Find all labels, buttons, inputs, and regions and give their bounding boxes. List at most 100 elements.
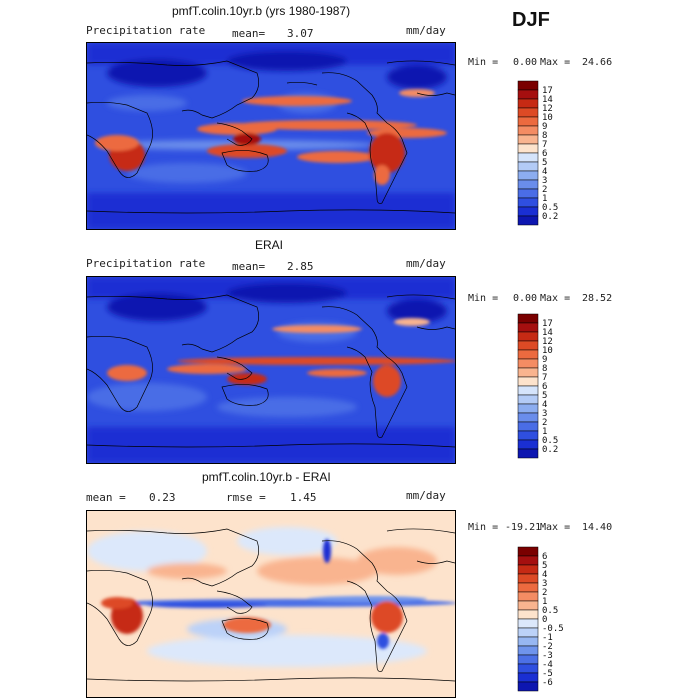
panel-2-mean-value: 2.85 [287,260,314,273]
colorbar-tick-label: 5 [542,561,547,571]
colorbar-swatch [517,412,539,423]
panel-3-max-label: Max = [540,522,571,533]
colorbar-swatch [517,654,539,665]
colorbar-tick-label: 1 [542,427,547,437]
panel-2-units: mm/day [406,257,446,270]
panel-2-min-value: 0.00 [513,293,538,304]
colorbar-swatch [517,681,539,692]
panel-3-mean-label: mean = [86,491,126,504]
panel-2-variable: Precipitation rate [86,257,206,270]
colorbar-tick-label: 2 [542,185,547,195]
colorbar-swatch [517,430,539,441]
colorbar-tick-label: 1 [542,597,547,607]
colorbar-swatch [517,358,539,369]
colorbar-tick-label: 0.2 [542,212,558,222]
colorbar-swatch [517,152,539,163]
panel-1-min-label: Min = [468,57,499,68]
colorbar-swatch [517,143,539,154]
colorbar-tick-label: 3 [542,176,547,186]
colorbar-tick-label: 0.2 [542,445,558,455]
colorbar-swatch [517,663,539,674]
colorbar-tick-label: 2 [542,588,547,598]
panel-1-max-value: 24.66 [582,57,613,68]
panel-1-title: pmfT.colin.10yr.b (yrs 1980-1987) [172,4,351,18]
colorbar-swatch [517,197,539,208]
panel-3-mean-value: 0.23 [149,491,176,504]
colorbar-tick-label: 17 [542,86,553,96]
coastlines [87,294,455,448]
coastlines [87,60,455,214]
colorbar-swatch [517,340,539,351]
coastlines [87,528,455,682]
colorbar-tick-label: -5 [542,669,553,679]
colorbar-swatch [517,636,539,647]
colorbar-tick-label: -0.5 [542,624,564,634]
panel-3-max-value: 14.40 [582,522,613,533]
colorbar-tick-label: 3 [542,409,547,419]
panel-3-min-value: -19.21 [505,522,542,533]
colorbar-swatch [517,448,539,459]
colorbar-tick-label: 2 [542,418,547,428]
colorbar-swatch [517,600,539,611]
colorbar-tick-label: 0 [542,615,547,625]
colorbar-swatch [517,215,539,226]
colorbar-swatch [517,591,539,602]
colorbar-swatch [517,89,539,100]
colorbar-swatch [517,564,539,575]
panel-3-min-label: Min = [468,522,499,533]
colorbar-tick-label: 3 [542,579,547,589]
colorbar-swatch [517,645,539,656]
panel-3-units: mm/day [406,489,446,502]
colorbar-swatch [517,609,539,620]
colorbar-swatch [517,618,539,629]
colorbar-swatch [517,573,539,584]
colorbar-tick-label: 6 [542,552,547,562]
colorbar-tick-label: 14 [542,328,553,338]
panel-2-map-svg [87,277,455,463]
colorbar-swatch [517,107,539,118]
panel-1-colorbar: 17 14 12 10 9 8 7 6 5 4 3 2 1 0.5 0.2 [517,80,578,226]
colorbar-swatch [517,421,539,432]
colorbar-swatch [517,555,539,566]
colorbar-tick-label: 12 [542,104,553,114]
colorbar-tick-label: 8 [542,364,547,374]
panel-1-max-label: Max = [540,57,571,68]
panel-1-map-svg [87,43,455,229]
colorbar-swatch [517,582,539,593]
colorbar-tick-label: 1 [542,194,547,204]
colorbar-tick-label: 5 [542,391,547,401]
colorbar-swatch [517,394,539,405]
colorbar-swatch [517,672,539,683]
colorbar-tick-label: 4 [542,167,547,177]
colorbar-tick-label: 4 [542,400,547,410]
colorbar-tick-label: 8 [542,131,547,141]
colorbar-tick-label: 6 [542,382,547,392]
panel-2-max-label: Max = [540,293,571,304]
panel-2-min-label: Min = [468,293,499,304]
colorbar-swatch [517,134,539,145]
colorbar-swatch [517,170,539,181]
colorbar-tick-label: -1 [542,633,553,643]
panel-2-mean-label: mean= [232,260,266,273]
panel-3-title: pmfT.colin.10yr.b - ERAI [202,470,331,484]
colorbar-swatch [517,376,539,387]
colorbar-tick-label: 5 [542,158,547,168]
colorbar-tick-label: 6 [542,149,547,159]
colorbar-swatch [517,385,539,396]
panel-2-colorbar: 17 14 12 10 9 8 7 6 5 4 3 2 1 0.5 0.2 [517,313,578,459]
colorbar-swatch [517,98,539,109]
colorbar-tick-label: 9 [542,355,547,365]
panel-3-map-svg [87,511,455,697]
panel-1-variable: Precipitation rate [86,24,206,37]
colorbar-swatch [517,403,539,414]
colorbar-swatch [517,349,539,360]
panel-1-min-value: 0.00 [513,57,538,68]
colorbar-swatch [517,80,539,91]
panel-3-rmse-label: rmse = [226,491,266,504]
panel-1-units: mm/day [406,24,446,37]
season-label: DJF [512,9,550,31]
colorbar-tick-label: 0.5 [542,203,558,213]
colorbar-swatch [517,188,539,199]
